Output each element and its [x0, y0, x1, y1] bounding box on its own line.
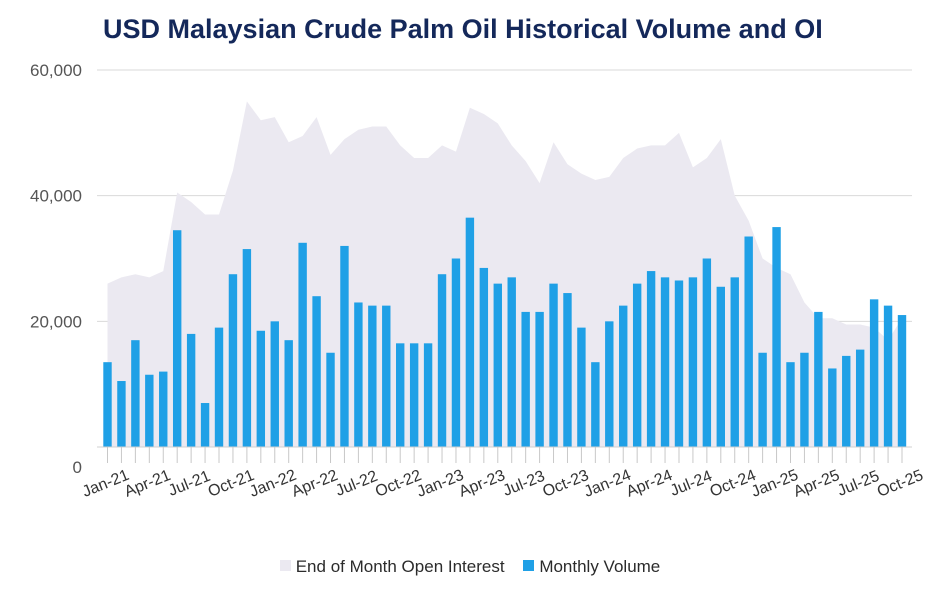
- x-tick-label: Oct-25: [875, 467, 926, 501]
- legend-item-open-interest[interactable]: End of Month Open Interest: [279, 556, 505, 577]
- volume-bar: [270, 321, 279, 447]
- volume-bar: [730, 277, 739, 447]
- chart-title: USD Malaysian Crude Palm Oil Historical …: [103, 14, 823, 44]
- volume-bar: [688, 277, 698, 447]
- volume-bar: [312, 296, 321, 447]
- volume-bar: [284, 340, 293, 447]
- volume-bar: [186, 333, 196, 447]
- y-tick-label: 20,000: [30, 312, 82, 331]
- volume-bar: [368, 305, 377, 448]
- volume-bar: [451, 258, 461, 447]
- volume-bar: [577, 327, 586, 447]
- volume-bar: [535, 311, 544, 447]
- volume-bar: [869, 299, 879, 447]
- volume-bar: [619, 305, 628, 448]
- volume-bar: [493, 283, 502, 447]
- legend-label-open-interest: End of Month Open Interest: [295, 556, 505, 576]
- volume-bar: [660, 277, 670, 447]
- volume-bar: [103, 362, 112, 447]
- volume-bar: [298, 242, 307, 447]
- volume-bar: [702, 258, 712, 447]
- volume-bar: [145, 374, 154, 447]
- volume-bar: [159, 371, 168, 447]
- volume-bar: [409, 343, 419, 447]
- volume-bar: [549, 283, 558, 447]
- volume-bar: [437, 274, 447, 447]
- y-tick-label: 60,000: [30, 61, 82, 80]
- volume-bar: [354, 302, 363, 447]
- legend-item-monthly-volume[interactable]: Monthly Volume: [523, 557, 660, 577]
- volume-bar: [814, 311, 823, 447]
- volume-bar: [382, 305, 391, 448]
- volume-bar: [828, 368, 837, 447]
- volume-bar: [423, 343, 433, 447]
- volume-bar: [396, 343, 405, 447]
- volume-bar: [214, 327, 224, 447]
- legend-swatch-monthly-volume: [523, 559, 535, 571]
- volume-bar: [479, 267, 489, 447]
- volume-bar: [131, 340, 140, 447]
- volume-bar: [465, 217, 475, 447]
- volume-bar: [172, 230, 182, 447]
- volume-bar: [674, 280, 684, 447]
- volume-bar: [897, 315, 907, 447]
- volume-bar: [117, 381, 126, 447]
- volume-bar: [242, 249, 252, 447]
- volume-bar: [228, 274, 238, 447]
- volume-bar: [800, 352, 809, 447]
- volume-bar: [758, 352, 767, 447]
- volume-bar: [842, 355, 851, 447]
- volume-bar: [744, 236, 753, 447]
- x-tick-label: Jul-24: [668, 468, 715, 500]
- x-tick-label: Jul-23: [501, 468, 548, 500]
- volume-bar: [521, 311, 530, 447]
- volume-bar: [605, 321, 614, 447]
- volume-bar: [716, 286, 725, 447]
- volume-bar: [632, 283, 642, 447]
- volume-bar: [772, 227, 781, 447]
- volume-bar: [200, 403, 210, 447]
- volume-bar: [591, 362, 600, 447]
- chart-legend: End of Month Open Interest Monthly Volum…: [0, 556, 940, 577]
- x-tick-label: Jul-21: [166, 468, 213, 500]
- volume-bar: [563, 293, 572, 447]
- volume-bar: [340, 245, 349, 447]
- x-tick-label: Jul-22: [333, 468, 380, 500]
- legend-label-monthly-volume: Monthly Volume: [539, 556, 661, 576]
- volume-bar: [326, 352, 335, 447]
- volume-bar: [883, 305, 893, 448]
- y-tick-label: 0: [73, 458, 82, 477]
- volume-bar: [507, 277, 516, 447]
- volume-bar: [855, 349, 865, 447]
- volume-bar: [256, 330, 266, 447]
- open-interest-area: [107, 101, 902, 448]
- volume-bar: [786, 362, 795, 447]
- x-tick-label: Jul-25: [835, 468, 882, 500]
- legend-swatch-open-interest: [279, 559, 291, 571]
- y-tick-label: 40,000: [30, 187, 82, 206]
- volume-bar: [646, 271, 656, 447]
